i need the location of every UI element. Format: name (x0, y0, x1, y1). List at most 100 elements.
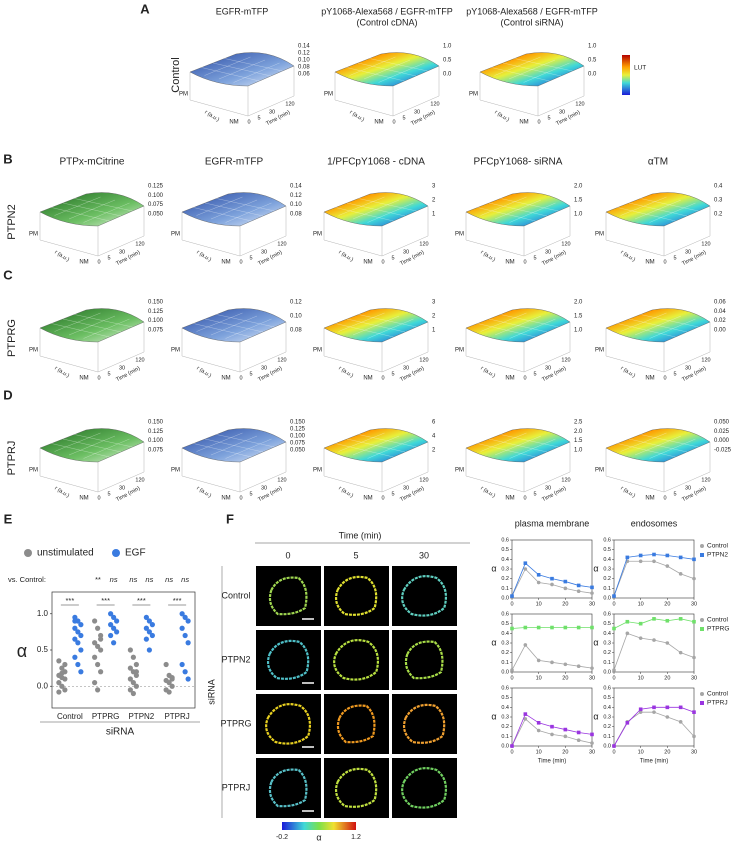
y-tick-label: 0.1 (501, 734, 509, 740)
x-axis-label: Time (min) (640, 759, 668, 765)
x-tick-label: PTPRJ (164, 712, 189, 721)
significance: ns (145, 575, 153, 584)
data-point (523, 567, 528, 571)
cell-outline (401, 575, 447, 617)
legend-label: PTPRG (707, 626, 729, 633)
surface (39, 308, 145, 343)
data-point (678, 617, 683, 621)
y-tick-label: 0.0 (501, 595, 509, 601)
mesh (640, 314, 699, 328)
y-tick-label: 0.1 (603, 586, 611, 592)
cell-outline (268, 576, 308, 616)
time-tick-label: 5 (249, 491, 252, 497)
time-tick-label: 5 (547, 115, 550, 121)
time-tick-label: 120 (419, 241, 428, 247)
chart-title: plasma membrane (515, 518, 590, 528)
time-tick-label: 30 (119, 365, 125, 371)
micrograph (324, 566, 389, 626)
z-tick-label: 0.06 (298, 72, 310, 78)
x-tick-label: 20 (664, 675, 670, 681)
micrograph (256, 566, 321, 626)
r-top: PM (171, 348, 180, 354)
data-point (563, 586, 568, 591)
r-label: r (a.u.) (493, 110, 510, 124)
surface (605, 428, 711, 463)
z-tick-label: 0.075 (148, 448, 164, 454)
pair-significance: *** (101, 596, 110, 605)
y-tick-label: 0.0 (501, 743, 509, 749)
data-point (536, 573, 541, 577)
box-edge (239, 471, 287, 493)
time-tick-label: 0 (239, 495, 242, 501)
data-point (665, 618, 670, 623)
r-label: r (a.u.) (203, 110, 220, 124)
r-top: PM (324, 92, 333, 98)
y-tick-label: 0.1 (501, 660, 509, 666)
mesh (216, 314, 275, 328)
r-top: PM (469, 92, 478, 98)
mesh (502, 62, 562, 77)
box-edge (239, 235, 287, 257)
data-point (98, 647, 104, 653)
mesh (225, 202, 272, 223)
r-label: r (a.u.) (337, 250, 354, 264)
r-bottom: NM (505, 376, 514, 382)
data-point (523, 717, 528, 721)
plot-title: (Control cDNA) (356, 17, 417, 27)
z-tick-label: 0.04 (714, 309, 726, 315)
y-axis-label: α (491, 563, 496, 573)
r-top: PM (455, 348, 464, 354)
data-point (536, 721, 541, 725)
data-point (98, 636, 104, 642)
z-tick-label: 0.00 (714, 328, 726, 334)
data-point (625, 721, 630, 725)
mesh (74, 434, 133, 448)
box-edge (39, 475, 99, 493)
data-point (179, 625, 185, 631)
y-tick-label: 0.5 (501, 695, 509, 701)
mesh (224, 58, 283, 72)
mesh (378, 62, 425, 83)
data-point (111, 614, 117, 620)
box-edge (39, 355, 99, 373)
z-tick-label: 0.150 (148, 420, 164, 426)
x-tick-label: 10 (638, 675, 644, 681)
mesh (346, 202, 406, 217)
row-label: PTPRG (220, 718, 251, 728)
mesh (488, 438, 548, 453)
z-tick-label: 0.08 (290, 212, 302, 218)
data-point (665, 564, 670, 568)
r-bottom: NM (79, 496, 88, 502)
x-tick-label: 10 (536, 675, 542, 681)
x-tick-label: 30 (589, 675, 595, 681)
time-tick-label: 120 (701, 477, 710, 483)
cell-outline (265, 703, 311, 745)
x-tick-label: 10 (536, 601, 542, 607)
mesh (628, 438, 688, 453)
data-point (563, 727, 568, 732)
y-tick-label: 0.6 (603, 611, 611, 617)
data-point (550, 660, 554, 665)
r-label: r (a.u.) (195, 486, 212, 500)
micrograph (256, 630, 321, 690)
box-edge (181, 239, 241, 257)
data-point (56, 680, 62, 686)
data-point (612, 594, 616, 598)
micrograph (256, 758, 321, 818)
time-tick-label: 5 (391, 491, 394, 497)
box-edge (181, 475, 241, 493)
z-tick-label: 4 (432, 434, 436, 440)
data-point (111, 625, 117, 631)
y-tick-label: 1.0 (37, 609, 49, 618)
x-tick-label: Control (57, 712, 83, 721)
row-label: Control (170, 57, 182, 92)
pair-significance: *** (173, 596, 182, 605)
y-axis-label: α (491, 637, 496, 647)
data-point (638, 553, 643, 558)
time-tick-label: 0 (381, 495, 384, 501)
data-point (612, 626, 616, 631)
time-tick-label: 5 (249, 371, 252, 377)
box-edge (523, 351, 571, 373)
data-point (75, 640, 81, 646)
series-line (613, 560, 695, 597)
